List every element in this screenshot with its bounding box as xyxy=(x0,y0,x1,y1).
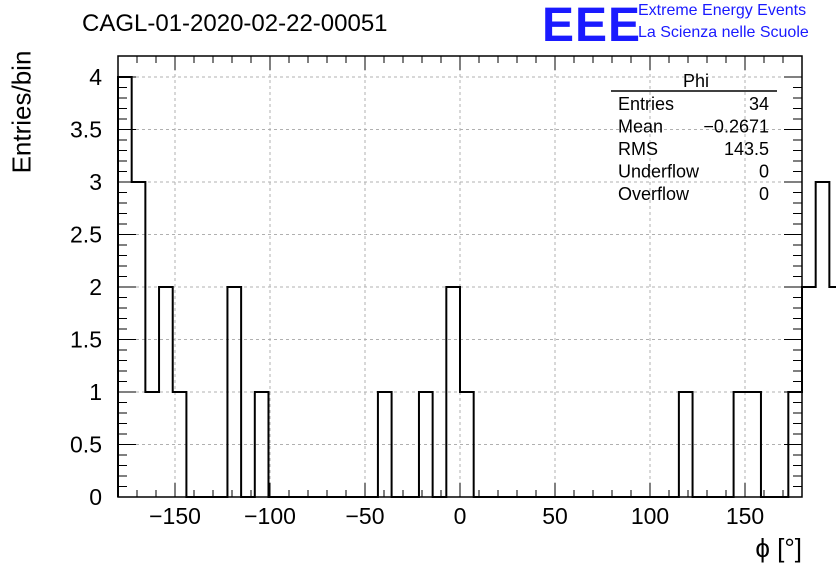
histogram-bin xyxy=(145,392,159,497)
histogram-bin xyxy=(173,392,187,497)
histogram-bin xyxy=(255,392,269,497)
grid-lines xyxy=(118,56,802,497)
stats-label: Entries xyxy=(618,94,674,114)
y-tick-label: 2 xyxy=(89,274,102,300)
histogram-bin xyxy=(747,392,761,497)
histogram-bin xyxy=(802,287,816,497)
y-tick-label: 0.5 xyxy=(70,432,102,458)
chart-title: CAGL-01-2020-02-22-00051 xyxy=(82,10,388,37)
histogram-bin xyxy=(378,392,392,497)
x-tick-label: −100 xyxy=(244,503,296,529)
y-tick-label: 1.5 xyxy=(70,327,102,353)
y-tick-label: 1 xyxy=(89,379,102,405)
histogram-bin xyxy=(829,287,836,497)
y-tick-label: 0 xyxy=(89,484,102,510)
stats-label: Underflow xyxy=(618,162,700,182)
stats-value: 143.5 xyxy=(724,139,769,159)
stats-value: 0 xyxy=(759,184,769,204)
x-tick-label: 50 xyxy=(542,503,568,529)
logo-text-line-1: Extreme Energy Events xyxy=(638,2,807,19)
stats-label: RMS xyxy=(618,139,658,159)
histogram-bin xyxy=(816,182,830,497)
x-axis-label: ϕ [°] xyxy=(755,533,802,563)
y-tick-label: 3 xyxy=(89,169,102,195)
axis-tick-labels: −150 −100 −50 0 50 100 150 0 0.5 1 1.5 2 2.5 3 3.5 4 xyxy=(70,64,764,529)
stats-value: 34 xyxy=(749,94,769,114)
x-tick-label: 150 xyxy=(726,503,764,529)
histogram-bin xyxy=(460,392,474,497)
stats-value: −0.2671 xyxy=(703,117,769,137)
histogram-bin xyxy=(734,392,748,497)
y-tick-label: 4 xyxy=(89,64,102,90)
stats-label: Mean xyxy=(618,117,663,137)
stats-title: Phi xyxy=(683,71,709,91)
y-axis-label: Entries/bin xyxy=(6,50,37,174)
y-tick-label: 3.5 xyxy=(70,117,102,143)
x-tick-label: −150 xyxy=(149,503,201,529)
y-tick-label: 2.5 xyxy=(70,222,102,248)
stats-label: Overflow xyxy=(618,184,690,204)
x-tick-label: −50 xyxy=(345,503,384,529)
logo-text-line-2: La Scienza nelle Scuole xyxy=(638,24,809,41)
histogram-bin xyxy=(159,287,173,497)
histogram-bin xyxy=(227,287,241,497)
stats-box: Phi Entries 34 Mean −0.2671 RMS 143.5 Underflow… xyxy=(611,71,777,204)
histogram-bin xyxy=(446,287,460,497)
x-tick-label: 0 xyxy=(454,503,467,529)
stats-value: 0 xyxy=(759,162,769,182)
axis-ticks xyxy=(117,56,803,498)
eee-logo: EEE xyxy=(542,0,642,52)
histogram-bin xyxy=(679,392,693,497)
histogram-bin xyxy=(419,392,433,497)
x-tick-label: 100 xyxy=(631,503,669,529)
